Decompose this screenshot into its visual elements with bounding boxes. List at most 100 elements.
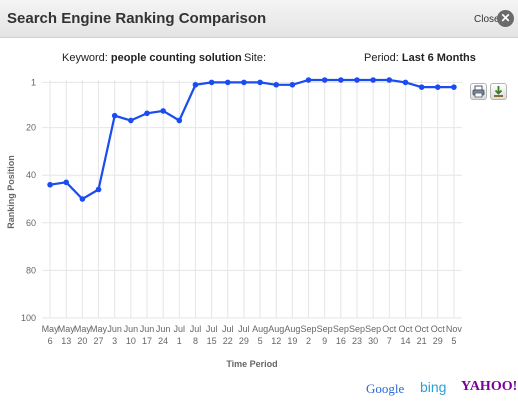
google-logo: Google <box>366 381 405 396</box>
data-point[interactable] <box>208 79 215 86</box>
x-tick-day: 1 <box>177 336 182 346</box>
data-point[interactable] <box>176 117 183 124</box>
x-tick-day: 27 <box>94 336 104 346</box>
y-tick-label: 40 <box>26 170 36 180</box>
x-tick-day: 17 <box>142 336 152 346</box>
data-point[interactable] <box>241 79 247 86</box>
x-tick-day: 23 <box>352 336 362 346</box>
export-button[interactable] <box>490 83 507 100</box>
x-tick-month: May <box>90 324 108 334</box>
x-tick-day: 5 <box>451 336 456 346</box>
download-icon <box>494 86 503 97</box>
data-point[interactable] <box>224 79 231 86</box>
bing-logo: bing <box>420 379 447 395</box>
data-point[interactable] <box>192 81 199 88</box>
data-point[interactable] <box>434 84 441 90</box>
data-point[interactable] <box>128 117 134 124</box>
x-tick-month: Oct <box>415 324 430 334</box>
x-tick-month: Sep <box>301 324 317 334</box>
period-label: Period: <box>364 52 399 64</box>
x-tick-month: May <box>74 324 92 334</box>
x-tick-day: 14 <box>400 336 410 346</box>
x-tick-month: Oct <box>431 324 446 334</box>
data-point[interactable] <box>47 181 53 188</box>
data-point[interactable] <box>321 77 328 83</box>
x-tick-month: Jul <box>206 324 218 334</box>
data-point[interactable] <box>289 81 296 88</box>
data-point[interactable] <box>402 79 409 86</box>
data-point[interactable] <box>63 179 70 186</box>
x-tick-month: Aug <box>252 324 268 334</box>
x-tick-month: Sep <box>317 324 333 334</box>
data-point[interactable] <box>386 77 393 83</box>
x-tick-day: 10 <box>126 336 136 346</box>
x-tick-month: Nov <box>446 324 463 334</box>
data-point[interactable] <box>111 112 118 119</box>
x-tick-day: 13 <box>61 336 71 346</box>
x-tick-month: May <box>42 324 60 334</box>
window-title: Search Engine Ranking Comparison <box>7 10 267 27</box>
x-tick-day: 30 <box>368 336 378 346</box>
y-tick-label: 60 <box>26 218 36 228</box>
period-value: Last 6 Months <box>401 52 476 64</box>
data-point[interactable] <box>79 196 86 202</box>
x-tick-day: 6 <box>48 336 53 346</box>
x-tick-day: 15 <box>207 336 217 346</box>
title-bar: Search Engine Ranking Comparison Close ✕ <box>0 0 518 38</box>
printer-icon <box>472 85 485 98</box>
keyword-label: Keyword: <box>62 52 108 64</box>
x-tick-month: Aug <box>268 324 284 334</box>
data-point[interactable] <box>451 84 457 90</box>
close-label[interactable]: Close <box>474 14 500 25</box>
data-point[interactable] <box>95 186 102 193</box>
x-tick-month: Oct <box>382 324 397 334</box>
x-tick-day: 19 <box>287 336 297 346</box>
x-tick-day: 16 <box>336 336 346 346</box>
x-tick-day: 24 <box>158 336 168 346</box>
x-tick-month: Jul <box>190 324 202 334</box>
y-axis-label: Ranking Position <box>6 155 16 229</box>
x-tick-month: May <box>58 324 76 334</box>
ranking-points <box>47 77 457 202</box>
x-tick-day: 29 <box>239 336 249 346</box>
x-tick-day: 22 <box>223 336 233 346</box>
x-tick-month: Jun <box>140 324 155 334</box>
x-tick-month: Jun <box>156 324 171 334</box>
data-point[interactable] <box>144 110 150 117</box>
close-icon[interactable]: ✕ <box>497 10 514 27</box>
x-tick-month: Jul <box>238 324 250 334</box>
y-tick-label: 20 <box>26 123 36 133</box>
x-axis-label: Time Period <box>226 359 277 369</box>
x-tick-day: 2 <box>306 336 311 346</box>
data-point[interactable] <box>160 108 166 114</box>
ranking-line <box>49 78 454 201</box>
x-tick-month: Oct <box>398 324 413 334</box>
x-axis-ticks: May6May13May20May27Jun3Jun10Jun17Jun24Ju… <box>42 324 463 346</box>
x-tick-month: Jun <box>124 324 139 334</box>
y-axis-ticks: 1 20 40 60 80 100 <box>21 77 36 323</box>
data-point[interactable] <box>370 77 376 83</box>
x-tick-day: 3 <box>112 336 117 346</box>
site-info: Site: <box>244 52 266 64</box>
keyword-value: people counting solution <box>110 52 242 64</box>
data-point[interactable] <box>273 81 280 88</box>
x-tick-day: 5 <box>258 336 263 346</box>
x-tick-month: Sep <box>349 324 365 334</box>
x-tick-month: Sep <box>365 324 381 334</box>
data-point[interactable] <box>257 79 263 86</box>
y-tick-label: 1 <box>31 77 36 87</box>
data-point[interactable] <box>418 84 425 90</box>
y-tick-label: 100 <box>21 313 36 323</box>
site-label: Site: <box>244 52 267 64</box>
keyword-info: Keyword: people counting solution <box>62 52 242 64</box>
x-tick-day: 12 <box>271 336 281 346</box>
data-point[interactable] <box>338 77 344 83</box>
data-point[interactable] <box>354 77 360 83</box>
data-point[interactable] <box>305 77 312 83</box>
period-info: Period: Last 6 Months <box>364 52 476 64</box>
yahoo-logo: YAHOO! <box>461 379 518 394</box>
x-tick-day: 21 <box>417 336 427 346</box>
print-button[interactable] <box>470 83 487 100</box>
x-tick-month: Jun <box>107 324 122 334</box>
x-tick-day: 29 <box>433 336 443 346</box>
